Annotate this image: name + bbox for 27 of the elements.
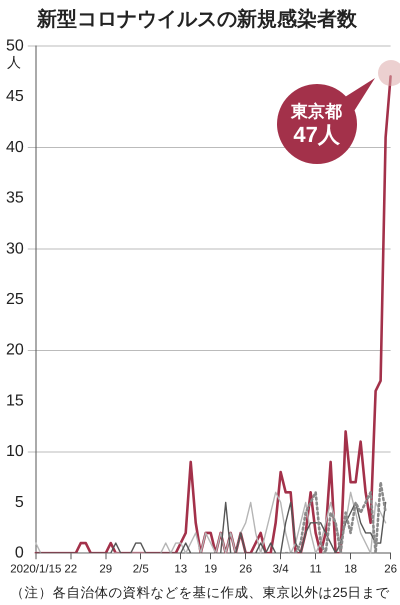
y-tick-label: 50 [6,37,24,54]
y-tick-label: 10 [6,443,24,460]
annotation: 47人 [293,122,340,147]
y-tick-label: 30 [6,240,24,258]
x-tick-label: 13 [174,563,188,576]
x-tick-label: 11 [310,563,322,576]
y-tick-label: 15 [6,392,24,410]
y-tick-label: 0 [14,544,24,562]
y-tick-label: 5 [14,494,24,511]
y-tick-label: 40 [6,138,24,156]
x-tick-label: 26 [239,563,252,576]
x-tick-label: 19 [204,563,218,576]
x-tick-label: 2020/1/15 [10,563,62,576]
y-tick-label: 25 [6,291,24,308]
y-tick-label: 45 [6,88,24,106]
x-tick-label: 2/5 [132,563,149,576]
chart-title: 新型コロナウイルスの新規感染者数 [36,8,358,31]
text: （注）各自治体の資料などを基に作成、東京以外は25日まで [10,584,390,600]
x-tick-label: 26 [384,563,398,576]
x-tick-label: 22 [64,563,78,576]
y-tick-label: 20 [6,342,24,359]
line-series [284,480,387,554]
x-tick-label: 29 [99,563,112,576]
y-axis-title: 人 [6,54,21,70]
x-tick-label: 18 [344,563,358,576]
x-tick-label: 3/4 [272,563,290,576]
y-tick-label: 35 [6,190,24,207]
